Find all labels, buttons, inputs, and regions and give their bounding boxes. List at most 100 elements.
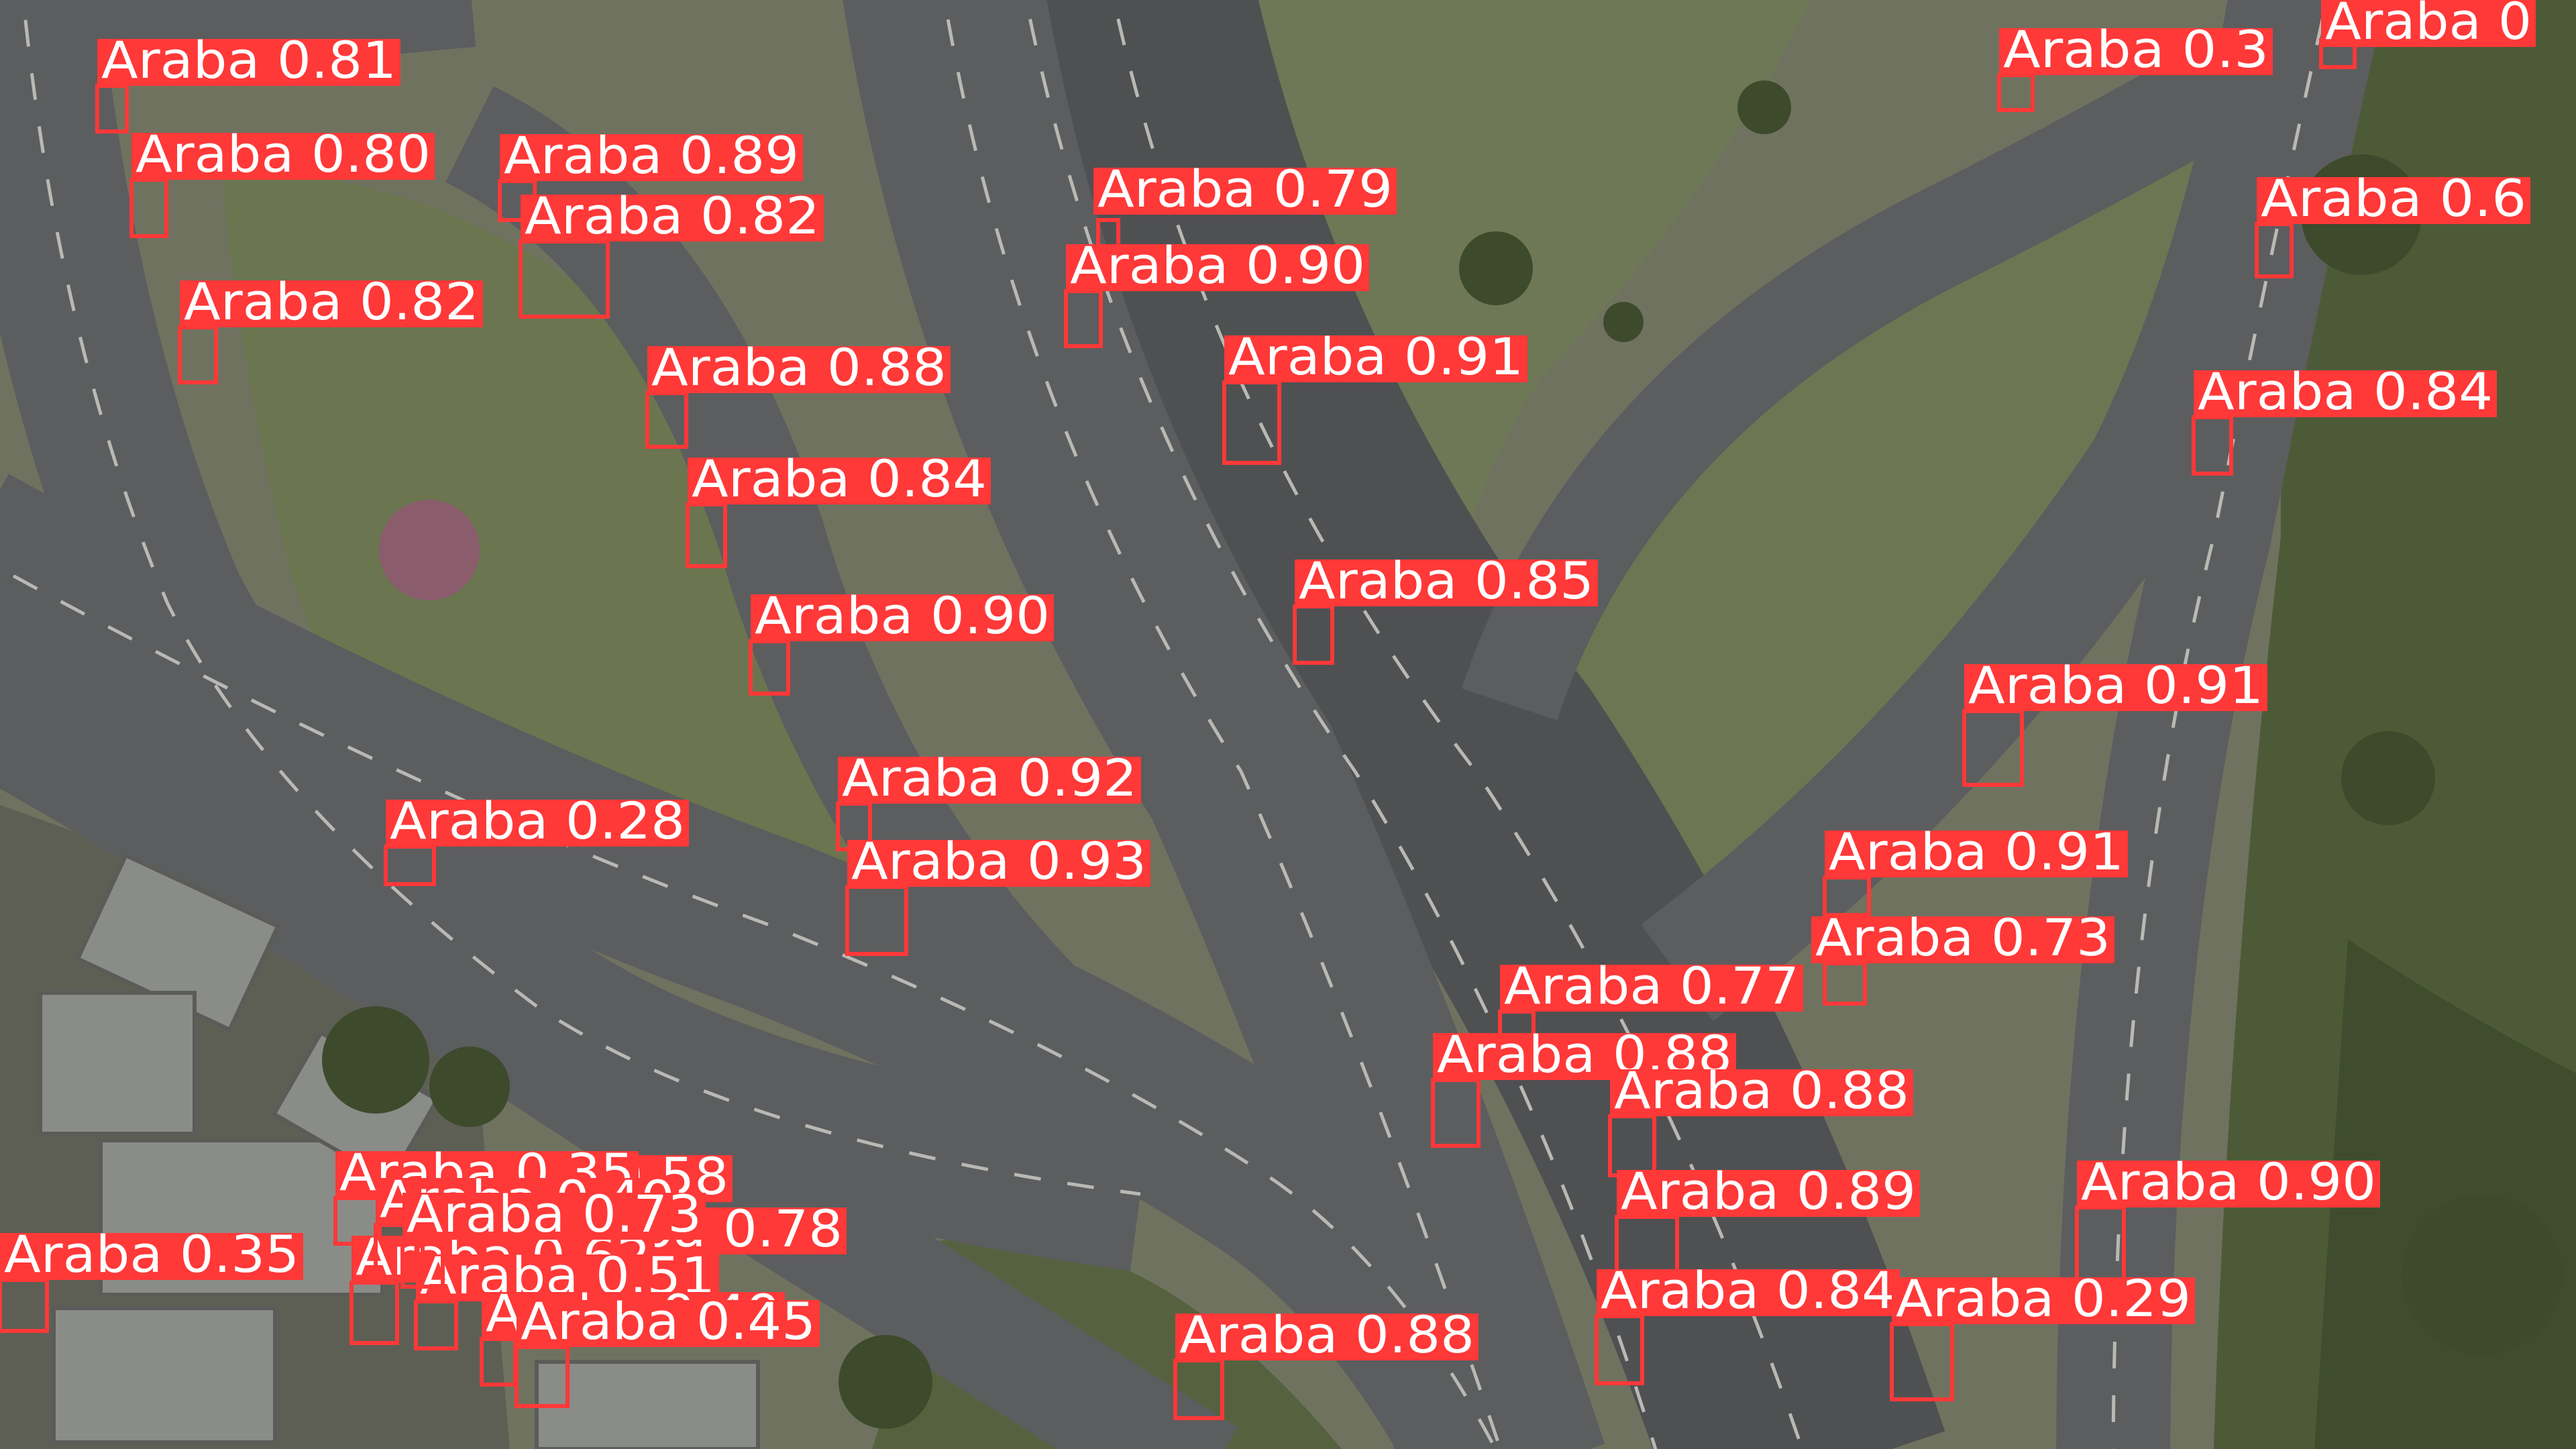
detection-label-background <box>500 134 803 181</box>
detection-box <box>350 1281 399 1345</box>
detection-label: Araba 0.45 <box>521 1291 816 1351</box>
detection-label-background <box>1999 28 2273 75</box>
detection-box <box>1595 1314 1644 1385</box>
detection-label: Araba 0.81 <box>101 30 396 90</box>
detection-20: Araba 0.91 <box>1823 822 2128 917</box>
detection-label: Araba 0.29 <box>1896 1269 2191 1328</box>
detection-label: Araba 0.84 <box>692 449 987 508</box>
detection-label: Araba 0.89 <box>1621 1161 1916 1221</box>
detection-label-background <box>2257 177 2530 224</box>
detection-26: Araba 0.90 <box>2075 1152 2380 1295</box>
detection-17: Araba 0.6 <box>2255 168 2530 278</box>
detection-3: Araba 0.82 <box>519 186 824 319</box>
detection-label: Araba 0 <box>2325 0 2532 51</box>
detection-16: Araba 0 <box>2319 0 2536 69</box>
detection-label-background <box>1597 1269 1900 1316</box>
detection-box <box>645 391 688 449</box>
detection-5: Araba 0.88 <box>645 337 951 449</box>
detection-label-background <box>521 195 824 241</box>
detection-label-background <box>1617 1170 1920 1217</box>
detection-label: Araba 0.73 <box>407 1184 702 1244</box>
detection-label: Araba 0.3 <box>2003 19 2269 79</box>
detection-2: Araba 0.89 <box>498 125 803 222</box>
detection-label-background <box>402 1193 706 1240</box>
detection-6: Araba 0.84 <box>686 449 991 568</box>
detection-label: Araba 0.92 <box>842 748 1137 808</box>
detection-box <box>845 885 908 956</box>
detection-box <box>0 1278 49 1333</box>
detection-label: Araba 0.90 <box>755 586 1050 645</box>
detection-box <box>1222 380 1281 465</box>
detection-label: Araba 0.91 <box>1968 655 2263 715</box>
detection-label-background <box>1066 244 1369 291</box>
detection-label: Araba 0.88 <box>1179 1305 1474 1364</box>
detection-box <box>129 178 168 238</box>
detection-label-background <box>2194 370 2497 417</box>
detection-box <box>480 1337 517 1387</box>
detection-10: Araba 0.28 <box>384 791 689 886</box>
detection-21: Araba 0.73 <box>1811 908 2114 1006</box>
detection-18: Araba 0.84 <box>2192 362 2497 476</box>
detection-label: Araba 0.84 <box>1601 1260 1896 1320</box>
detection-box <box>1173 1358 1224 1420</box>
detection-24: Araba 0.88 <box>1608 1061 1913 1177</box>
detection-label-background <box>0 1233 303 1280</box>
detection-box <box>1962 709 2024 787</box>
detection-label: Araba 0.35 <box>4 1224 299 1284</box>
detection-label-background <box>2077 1161 2380 1208</box>
detection-box <box>1997 73 2035 112</box>
detection-label: Araba 0.73 <box>1815 908 2110 967</box>
detection-7: Araba 0.90 <box>749 586 1054 696</box>
detection-label-background <box>847 840 1150 887</box>
detection-13: Araba 0.91 <box>1222 327 1527 465</box>
detection-box <box>1890 1322 1954 1401</box>
detection-label: Araba 0.79 <box>1097 159 1393 219</box>
detection-14: Araba 0.85 <box>1293 551 1598 665</box>
detection-label: Araba 0.93 <box>851 831 1146 891</box>
detection-label: Araba 0.88 <box>1614 1061 1909 1120</box>
detection-label: Araba 0.91 <box>1829 822 2124 881</box>
detection-box <box>2255 222 2294 278</box>
detection-label-background <box>1825 830 2128 877</box>
detection-box <box>515 1345 570 1408</box>
detection-label-background <box>1175 1313 1479 1360</box>
detection-label-background <box>838 757 1141 804</box>
detection-box <box>1431 1078 1481 1148</box>
detection-label-background <box>2321 0 2536 47</box>
detection-15: Araba 0.3 <box>1997 19 2273 112</box>
detection-30: Araba 0.35 <box>0 1224 303 1333</box>
detection-8: Araba 0.92 <box>836 748 1141 851</box>
detection-19: Araba 0.91 <box>1962 655 2267 787</box>
detection-box <box>414 1299 458 1350</box>
detection-label: Araba 0.82 <box>184 272 479 331</box>
detection-label-background <box>751 594 1054 641</box>
detection-label-background <box>1500 965 1803 1012</box>
detection-27: Araba 0.84 <box>1595 1260 1900 1385</box>
detection-39: Araba 0.73 <box>400 1184 706 1289</box>
detection-box <box>519 239 610 319</box>
detection-0: Araba 0.81 <box>95 30 400 133</box>
detection-box <box>1823 961 1867 1006</box>
detection-9: Araba 0.93 <box>845 831 1150 956</box>
detection-label-background <box>386 800 689 847</box>
detection-1: Araba 0.80 <box>129 124 435 238</box>
detection-label-background <box>1964 664 2267 711</box>
detection-box <box>95 84 129 133</box>
detection-label-background <box>1295 559 1598 606</box>
detection-label: Araba 0.89 <box>504 125 799 185</box>
detection-label: Araba 0.85 <box>1299 551 1594 610</box>
detection-label: Araba 0.77 <box>1504 956 1799 1016</box>
detection-box <box>2192 415 2233 476</box>
detection-label-background <box>647 346 951 393</box>
detection-25: Araba 0.89 <box>1615 1161 1920 1293</box>
detection-label-background <box>1093 168 1397 215</box>
detection-label-background <box>131 133 435 180</box>
detection-37: Araba 0.45 <box>515 1291 820 1408</box>
detection-box <box>749 639 790 696</box>
detection-box <box>1064 289 1103 348</box>
detection-label-background <box>1224 335 1527 382</box>
detection-label-background <box>517 1300 820 1347</box>
detection-label: Araba 0.88 <box>651 337 947 397</box>
detection-label-background <box>688 458 991 504</box>
